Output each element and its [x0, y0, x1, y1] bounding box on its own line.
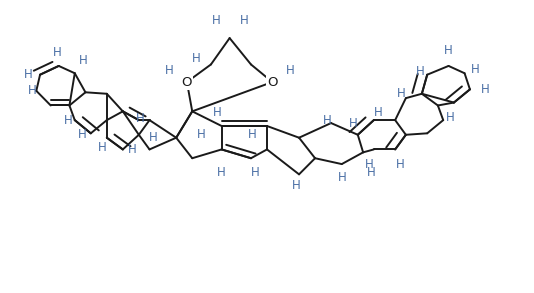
Text: O: O — [182, 76, 192, 88]
Text: H: H — [217, 166, 226, 178]
Text: H: H — [248, 128, 256, 141]
Text: H: H — [365, 158, 374, 171]
Text: H: H — [444, 44, 453, 57]
Text: H: H — [78, 128, 87, 141]
Text: H: H — [197, 128, 206, 141]
Text: H: H — [165, 64, 174, 77]
Text: H: H — [471, 63, 480, 76]
Text: H: H — [149, 131, 158, 144]
Text: H: H — [136, 112, 145, 125]
Text: H: H — [64, 114, 73, 127]
Text: H: H — [481, 83, 489, 96]
Text: H: H — [79, 54, 88, 67]
Text: H: H — [98, 142, 107, 154]
Text: H: H — [286, 64, 294, 77]
Text: H: H — [416, 65, 425, 78]
Text: H: H — [25, 68, 33, 81]
Text: H: H — [446, 111, 454, 124]
Text: H: H — [397, 87, 406, 100]
Text: O: O — [267, 76, 278, 88]
Text: H: H — [251, 166, 260, 178]
Text: H: H — [213, 106, 222, 119]
Text: H: H — [374, 106, 382, 119]
Text: H: H — [128, 143, 136, 156]
Text: H: H — [240, 14, 249, 27]
Text: H: H — [192, 52, 200, 65]
Text: H: H — [367, 166, 375, 178]
Text: H: H — [292, 179, 301, 192]
Text: H: H — [212, 14, 221, 27]
Text: H: H — [53, 46, 62, 59]
Text: H: H — [323, 114, 332, 127]
Text: H: H — [28, 84, 37, 97]
Text: H: H — [337, 171, 346, 184]
Text: H: H — [396, 158, 405, 171]
Text: H: H — [349, 117, 358, 130]
